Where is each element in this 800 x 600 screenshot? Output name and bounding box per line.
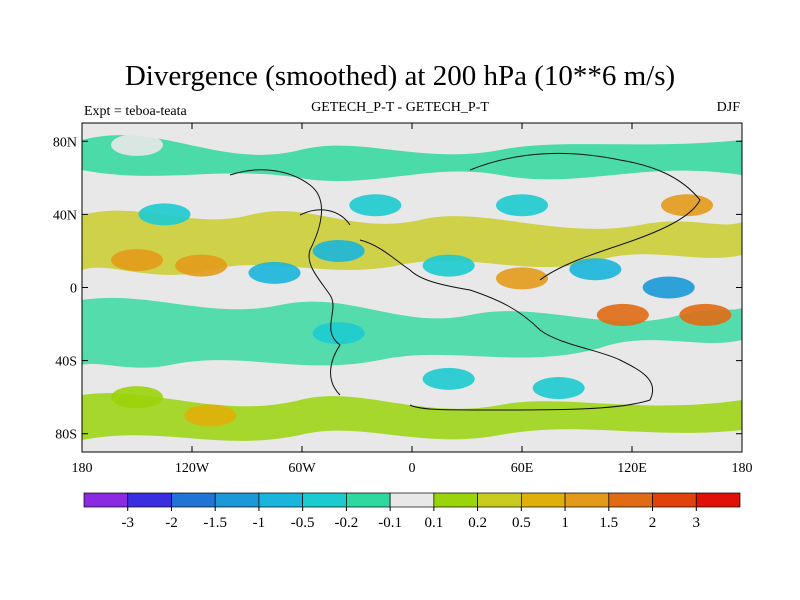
colorbar-swatch	[389, 492, 435, 508]
colorbar-label: -1	[253, 515, 266, 531]
field-feature	[138, 203, 191, 226]
chart-title: Divergence (smoothed) at 200 hPa (10**6 …	[124, 60, 676, 92]
coastline	[299, 209, 351, 226]
field-band	[82, 135, 742, 182]
colorbar-label: 3	[693, 515, 701, 531]
colorbar-swatch	[127, 492, 172, 508]
colorbar-swatch	[564, 492, 610, 508]
field-feature	[111, 133, 163, 156]
plot-background	[82, 123, 742, 452]
field-feature	[184, 404, 237, 427]
colorbar-swatch	[695, 492, 741, 508]
field-feature	[496, 194, 548, 217]
y-tick-label: 80N	[53, 135, 77, 150]
colorbar-label: 1	[561, 515, 569, 531]
colorbar-swatch	[214, 492, 260, 508]
x-tick-label: 60E	[511, 461, 534, 476]
y-tick-label: 40S	[55, 355, 77, 370]
field-feature	[422, 254, 475, 277]
colorbar-swatch	[477, 492, 522, 508]
coastlines	[229, 152, 701, 411]
field-feature	[248, 261, 301, 284]
field-band	[82, 210, 742, 275]
colorbar-label: -0.1	[378, 515, 402, 531]
field-feature	[679, 303, 732, 326]
field-feature	[111, 249, 163, 272]
colorbar-label: -3	[121, 515, 134, 531]
field-feature	[569, 258, 622, 281]
colorbar: -3 -2 -1.5 -1 -0.5 -0.2 -0.1 0.1 0.2 0.5 1 1.5 2 3	[83, 492, 741, 531]
colorbar-label: -1.5	[203, 515, 227, 531]
field-feature	[422, 367, 475, 390]
chart-subtitle: GETECH_P-T - GETECH_P-T	[311, 100, 489, 115]
coastline	[469, 152, 701, 281]
field-band	[82, 297, 742, 368]
field-feature	[349, 194, 402, 217]
colorbar-label: 1.5	[599, 515, 618, 531]
x-tick-label: 0	[409, 461, 416, 476]
x-tick-label: 60W	[288, 461, 316, 476]
colorbar-swatch	[302, 492, 347, 508]
colorbar-label: 0.2	[468, 515, 487, 531]
field-feature	[312, 322, 365, 345]
colorbar-swatch	[608, 492, 653, 508]
y-tick-label: 40N	[53, 208, 77, 223]
colorbar-swatch	[520, 492, 566, 508]
season-label: DJF	[716, 100, 740, 115]
colorbar-label: 0.1	[424, 515, 443, 531]
axes: 180 120W 60W 0 60E 120E 180 80N 40N 0 40S 80S	[53, 123, 753, 476]
field-feature	[312, 239, 365, 262]
field-feature	[496, 267, 548, 290]
x-tick-label: 120W	[175, 461, 210, 476]
field-feature	[661, 194, 713, 217]
colorbar-label: -0.2	[335, 515, 359, 531]
y-tick-label: 0	[70, 282, 77, 297]
colorbar-label: 0.5	[512, 515, 531, 531]
x-tick-label: 180	[72, 461, 93, 476]
coastline	[229, 169, 341, 396]
field-feature	[596, 303, 649, 326]
colorbar-swatch	[652, 492, 697, 508]
colorbar-swatch	[258, 492, 304, 508]
colorbar-swatch	[171, 492, 216, 508]
colorbar-label: 2	[649, 515, 657, 531]
x-tick-label: 120E	[617, 461, 647, 476]
field-layer	[82, 135, 742, 441]
coastline	[359, 239, 654, 411]
y-tick-label: 80S	[55, 428, 77, 443]
colorbar-swatch	[433, 492, 478, 508]
colorbar-label: -2	[165, 515, 178, 531]
field-feature	[642, 276, 695, 299]
field-feature	[111, 386, 163, 409]
field-feature	[532, 377, 585, 400]
field-feature	[175, 254, 228, 277]
colorbar-swatch	[83, 492, 129, 508]
field-features	[111, 133, 732, 427]
field-band	[82, 393, 742, 441]
colorbar-label: -0.5	[291, 515, 315, 531]
experiment-label: Expt = teboa-teata	[84, 104, 187, 119]
x-tick-label: 180	[732, 461, 753, 476]
colorbar-swatch	[346, 492, 391, 508]
